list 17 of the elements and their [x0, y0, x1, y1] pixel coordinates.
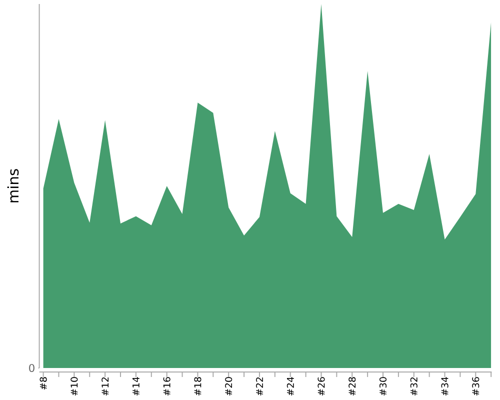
x-tick-label: #16 — [163, 377, 170, 396]
x-tick-label: #18 — [194, 377, 202, 396]
y-axis-title: mins — [7, 169, 19, 202]
text: 0 — [29, 364, 34, 372]
x-tick-label: #32 — [410, 377, 418, 396]
x-tick-label: #20 — [225, 377, 232, 396]
x-tick-label: #28 — [348, 377, 356, 396]
x-tick-label: #30 — [379, 377, 387, 396]
x-tick-label: #22 — [256, 377, 263, 396]
x-tick-label: #12 — [102, 377, 109, 396]
x-tick-label: #26 — [318, 377, 325, 396]
x-tick-label: #8 — [40, 377, 47, 390]
x-tick-label: #24 — [286, 377, 294, 396]
x-tick-label: #34 — [441, 377, 448, 396]
x-tick-label: #10 — [70, 377, 78, 396]
x-tick-label: #14 — [132, 377, 140, 396]
x-tick-label: #36 — [472, 377, 480, 396]
